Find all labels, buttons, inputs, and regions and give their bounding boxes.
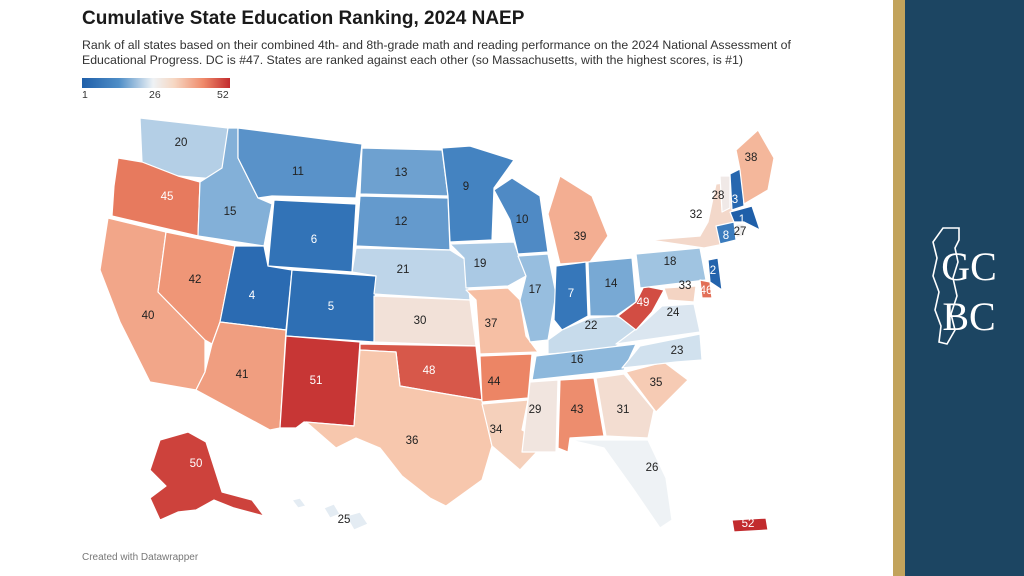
- state-ak: [149, 431, 265, 521]
- state-me: [735, 129, 775, 205]
- state-rank-label: 23: [671, 345, 684, 357]
- state-rank-label: 5: [328, 301, 334, 313]
- state-rank-label: 44: [488, 376, 501, 388]
- state-rank-label: 40: [142, 310, 155, 322]
- state-oh: [587, 257, 637, 317]
- state-ri: [735, 223, 745, 239]
- state-tx: [305, 349, 493, 507]
- state-nc: [621, 333, 703, 369]
- state-pr: [731, 517, 769, 533]
- state-az: [195, 321, 287, 431]
- state-rank-label: 43: [571, 404, 584, 416]
- state-rank-label: 35: [650, 377, 663, 389]
- state-rank-label: 27: [734, 226, 747, 238]
- state-rank-label: 15: [224, 206, 237, 218]
- state-rank-label: 13: [395, 167, 408, 179]
- us-state-map: 2045404215116441551131221304836919374434…: [99, 117, 775, 533]
- state-tn: [531, 343, 637, 381]
- logo-text-bottom: BC: [942, 294, 995, 339]
- state-vt: [719, 175, 731, 213]
- state-rank-label: 8: [723, 230, 729, 242]
- state-rank-label: 18: [664, 256, 677, 268]
- state-rank-label: 6: [311, 234, 317, 246]
- state-nj: [707, 257, 723, 291]
- state-ia: [449, 241, 527, 289]
- gold-stripe: [893, 0, 905, 576]
- state-rank-label: 39: [574, 231, 587, 243]
- state-mt: [237, 127, 363, 199]
- state-rank-label: 36: [406, 435, 419, 447]
- state-rank-label: 25: [338, 514, 351, 526]
- state-rank-label: 26: [646, 462, 659, 474]
- state-in: [553, 261, 589, 331]
- state-ms: [521, 379, 559, 453]
- state-rank-label: 17: [529, 284, 542, 296]
- state-rank-label: 22: [585, 320, 598, 332]
- credit-footer: Created with Datawrapper: [82, 552, 199, 563]
- state-mo: [465, 287, 539, 355]
- state-il: [517, 253, 557, 343]
- state-rank-label: 32: [690, 209, 703, 221]
- state-rank-label: 37: [485, 318, 498, 330]
- state-al: [557, 377, 605, 453]
- state-rank-label: 14: [605, 278, 618, 290]
- gcbc-logo: GC BC: [932, 227, 997, 345]
- state-rank-label: 10: [516, 214, 529, 226]
- state-rank-label: 33: [679, 280, 692, 292]
- state-ga: [595, 373, 655, 439]
- chart-title: Cumulative State Education Ranking, 2024…: [82, 8, 525, 29]
- state-ne: [351, 247, 471, 301]
- state-de: [699, 279, 713, 299]
- state-rank-label: 41: [236, 369, 249, 381]
- state-hi: [291, 497, 369, 531]
- state-rank-label: 45: [161, 191, 174, 203]
- state-rank-label: 38: [745, 152, 758, 164]
- state-ma: [729, 205, 761, 231]
- state-rank-label: 52: [742, 518, 755, 530]
- state-nm: [279, 335, 361, 429]
- state-ct: [715, 221, 737, 245]
- legend-mid-label: 26: [149, 89, 161, 101]
- brand-sidebar: [905, 0, 1024, 576]
- state-rank-label: 3: [732, 194, 738, 206]
- legend-min-label: 1: [82, 89, 88, 101]
- state-wa: [139, 117, 229, 181]
- legend-color-scale: [82, 78, 230, 88]
- state-rank-label: 19: [474, 258, 487, 270]
- state-rank-label: 34: [490, 424, 503, 436]
- state-rank-label: 42: [189, 274, 202, 286]
- state-mn: [441, 145, 515, 243]
- state-rank-label: 28: [712, 190, 725, 202]
- state-fl: [569, 439, 673, 529]
- state-rank-label: 11: [292, 166, 304, 178]
- state-rank-label: 49: [637, 297, 650, 309]
- state-rank-label: 9: [463, 181, 469, 193]
- chart-subtitle: Rank of all states based on their combin…: [82, 38, 791, 67]
- state-mi: [547, 175, 609, 265]
- state-rank-label: 21: [397, 264, 410, 276]
- state-rank-label: 4: [249, 290, 256, 302]
- state-rank-label: 16: [571, 354, 584, 366]
- state-pa: [635, 247, 707, 289]
- state-rank-label: 2: [710, 265, 716, 277]
- state-rank-label: 1: [739, 214, 745, 226]
- state-rank-label: 29: [529, 404, 542, 416]
- state-wi: [493, 177, 549, 255]
- state-rank-label: 20: [175, 137, 188, 149]
- state-rank-label: 31: [617, 404, 630, 416]
- state-rank-label: 46: [700, 285, 713, 297]
- state-rank-label: 24: [667, 307, 680, 319]
- state-rank-label: 50: [190, 458, 203, 470]
- state-rank-label: 12: [395, 216, 408, 228]
- state-rank-label: 51: [310, 375, 323, 387]
- state-rank-label: 48: [423, 365, 436, 377]
- state-rank-label: 7: [568, 288, 574, 300]
- mississippi-outline-icon: [932, 227, 960, 345]
- logo-text-top: GC: [941, 244, 997, 289]
- legend-max-label: 52: [217, 89, 229, 101]
- state-rank-label: 30: [414, 315, 427, 327]
- state-wv: [617, 285, 665, 331]
- state-md: [663, 285, 697, 303]
